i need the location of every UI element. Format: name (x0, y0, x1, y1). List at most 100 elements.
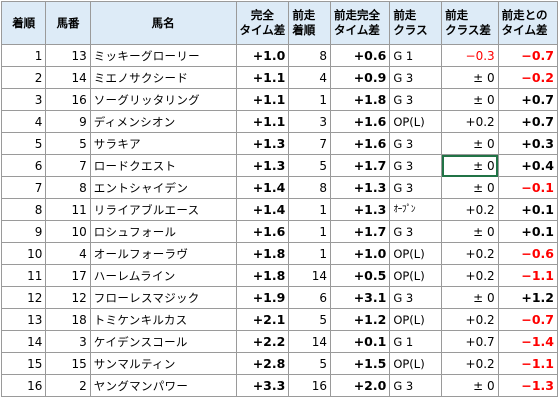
cell-class-diff[interactable]: +0.2 (441, 198, 499, 221)
cell-prev-class[interactable]: G 3 (389, 286, 443, 309)
cell-prev-rank[interactable]: 14 (288, 264, 332, 287)
cell-prev-time-diff[interactable]: +2.0 (330, 374, 391, 397)
cell-time-diff[interactable]: +1.1 (235, 66, 290, 89)
cell-class-diff[interactable]: ± 0 (441, 286, 499, 309)
header-rank[interactable]: 着順 (0, 1, 47, 45)
cell-time-diff[interactable]: +1.1 (235, 88, 290, 111)
cell-prev-rank[interactable]: 1 (288, 220, 332, 243)
cell-class-diff[interactable]: +0.2 (441, 264, 499, 287)
cell-prev-time-diff[interactable]: +3.1 (330, 286, 391, 309)
cell-prev-time-diff[interactable]: +1.2 (330, 308, 391, 331)
cell-vs-prev[interactable]: −1.1 (497, 352, 558, 375)
cell-umaban[interactable]: 2 (45, 374, 91, 397)
cell-horse-name[interactable]: オールフォーラヴ (89, 242, 237, 265)
cell-rank[interactable]: 14 (0, 330, 47, 353)
cell-rank[interactable]: 7 (0, 176, 47, 199)
cell-prev-class[interactable]: OP(L) (389, 264, 443, 287)
cell-horse-name[interactable]: サラキア (89, 132, 237, 155)
header-prev-class[interactable]: 前走 クラス (389, 1, 443, 45)
cell-class-diff[interactable]: +0.2 (441, 242, 499, 265)
cell-vs-prev[interactable]: −1.1 (497, 264, 558, 287)
cell-rank[interactable]: 3 (0, 88, 47, 111)
cell-rank[interactable]: 15 (0, 352, 47, 375)
cell-rank[interactable]: 6 (0, 154, 47, 177)
cell-rank[interactable]: 12 (0, 286, 47, 309)
cell-prev-rank[interactable]: 3 (288, 110, 332, 133)
cell-vs-prev[interactable]: −0.7 (497, 308, 558, 331)
cell-umaban[interactable]: 11 (45, 198, 91, 221)
cell-vs-prev[interactable]: −0.2 (497, 66, 558, 89)
cell-prev-time-diff[interactable]: +1.3 (330, 198, 391, 221)
cell-prev-rank[interactable]: 6 (288, 286, 332, 309)
cell-prev-time-diff[interactable]: +0.9 (330, 66, 391, 89)
cell-class-diff[interactable]: ± 0 (441, 154, 499, 177)
header-time-diff[interactable]: 完全 タイム差 (235, 1, 290, 45)
header-prev-rank[interactable]: 前走 着順 (288, 1, 332, 45)
cell-prev-rank[interactable]: 1 (288, 242, 332, 265)
cell-rank[interactable]: 11 (0, 264, 47, 287)
cell-prev-class[interactable]: OP(L) (389, 110, 443, 133)
cell-prev-class[interactable]: G 3 (389, 374, 443, 397)
cell-prev-class[interactable]: G 3 (389, 66, 443, 89)
cell-vs-prev[interactable]: −1.4 (497, 330, 558, 353)
cell-umaban[interactable]: 3 (45, 330, 91, 353)
cell-rank[interactable]: 1 (0, 44, 47, 67)
cell-prev-class[interactable]: OP(L) (389, 308, 443, 331)
cell-umaban[interactable]: 9 (45, 110, 91, 133)
cell-umaban[interactable]: 15 (45, 352, 91, 375)
cell-horse-name[interactable]: ロードクエスト (89, 154, 237, 177)
cell-prev-time-diff[interactable]: +1.6 (330, 132, 391, 155)
cell-prev-class[interactable]: G 1 (389, 44, 443, 67)
cell-vs-prev[interactable]: −0.7 (497, 44, 558, 67)
cell-rank[interactable]: 16 (0, 374, 47, 397)
cell-prev-rank[interactable]: 8 (288, 44, 332, 67)
cell-prev-time-diff[interactable]: +0.5 (330, 264, 391, 287)
cell-time-diff[interactable]: +2.8 (235, 352, 290, 375)
cell-rank[interactable]: 2 (0, 66, 47, 89)
cell-vs-prev[interactable]: +0.3 (497, 132, 558, 155)
cell-prev-class[interactable]: OP(L) (389, 352, 443, 375)
cell-time-diff[interactable]: +1.3 (235, 154, 290, 177)
cell-prev-class[interactable]: G 3 (389, 154, 443, 177)
cell-prev-class[interactable]: OP(L) (389, 242, 443, 265)
cell-prev-rank[interactable]: 1 (288, 198, 332, 221)
header-umaban[interactable]: 馬番 (45, 1, 91, 45)
cell-prev-time-diff[interactable]: +0.6 (330, 44, 391, 67)
cell-time-diff[interactable]: +2.2 (235, 330, 290, 353)
cell-prev-time-diff[interactable]: +1.3 (330, 176, 391, 199)
cell-horse-name[interactable]: ソーグリッタリング (89, 88, 237, 111)
cell-time-diff[interactable]: +3.3 (235, 374, 290, 397)
cell-horse-name[interactable]: ハーレムライン (89, 264, 237, 287)
cell-prev-time-diff[interactable]: +1.0 (330, 242, 391, 265)
cell-umaban[interactable]: 12 (45, 286, 91, 309)
cell-class-diff[interactable]: ± 0 (441, 220, 499, 243)
cell-umaban[interactable]: 8 (45, 176, 91, 199)
cell-prev-rank[interactable]: 8 (288, 176, 332, 199)
cell-vs-prev[interactable]: −0.6 (497, 242, 558, 265)
cell-class-diff[interactable]: +0.2 (441, 110, 499, 133)
cell-prev-rank[interactable]: 5 (288, 154, 332, 177)
cell-prev-rank[interactable]: 1 (288, 88, 332, 111)
cell-horse-name[interactable]: ミエノサクシード (89, 66, 237, 89)
cell-time-diff[interactable]: +1.8 (235, 264, 290, 287)
cell-umaban[interactable]: 14 (45, 66, 91, 89)
cell-class-diff[interactable]: +0.7 (441, 330, 499, 353)
cell-prev-time-diff[interactable]: +1.7 (330, 220, 391, 243)
header-vs-prev[interactable]: 前走との タイム差 (497, 1, 558, 45)
cell-class-diff[interactable]: ± 0 (441, 374, 499, 397)
cell-class-diff[interactable]: ± 0 (441, 66, 499, 89)
cell-prev-time-diff[interactable]: +1.8 (330, 88, 391, 111)
cell-umaban[interactable]: 5 (45, 132, 91, 155)
cell-vs-prev[interactable]: +0.1 (497, 220, 558, 243)
cell-umaban[interactable]: 7 (45, 154, 91, 177)
cell-vs-prev[interactable]: +0.7 (497, 110, 558, 133)
cell-umaban[interactable]: 17 (45, 264, 91, 287)
cell-horse-name[interactable]: リライアブルエース (89, 198, 237, 221)
header-class-diff[interactable]: 前走 クラス差 (441, 1, 499, 45)
cell-time-diff[interactable]: +1.4 (235, 176, 290, 199)
cell-time-diff[interactable]: +1.1 (235, 110, 290, 133)
cell-umaban[interactable]: 4 (45, 242, 91, 265)
header-horse[interactable]: 馬名 (89, 1, 237, 45)
cell-prev-time-diff[interactable]: +1.5 (330, 352, 391, 375)
cell-prev-time-diff[interactable]: +0.1 (330, 330, 391, 353)
